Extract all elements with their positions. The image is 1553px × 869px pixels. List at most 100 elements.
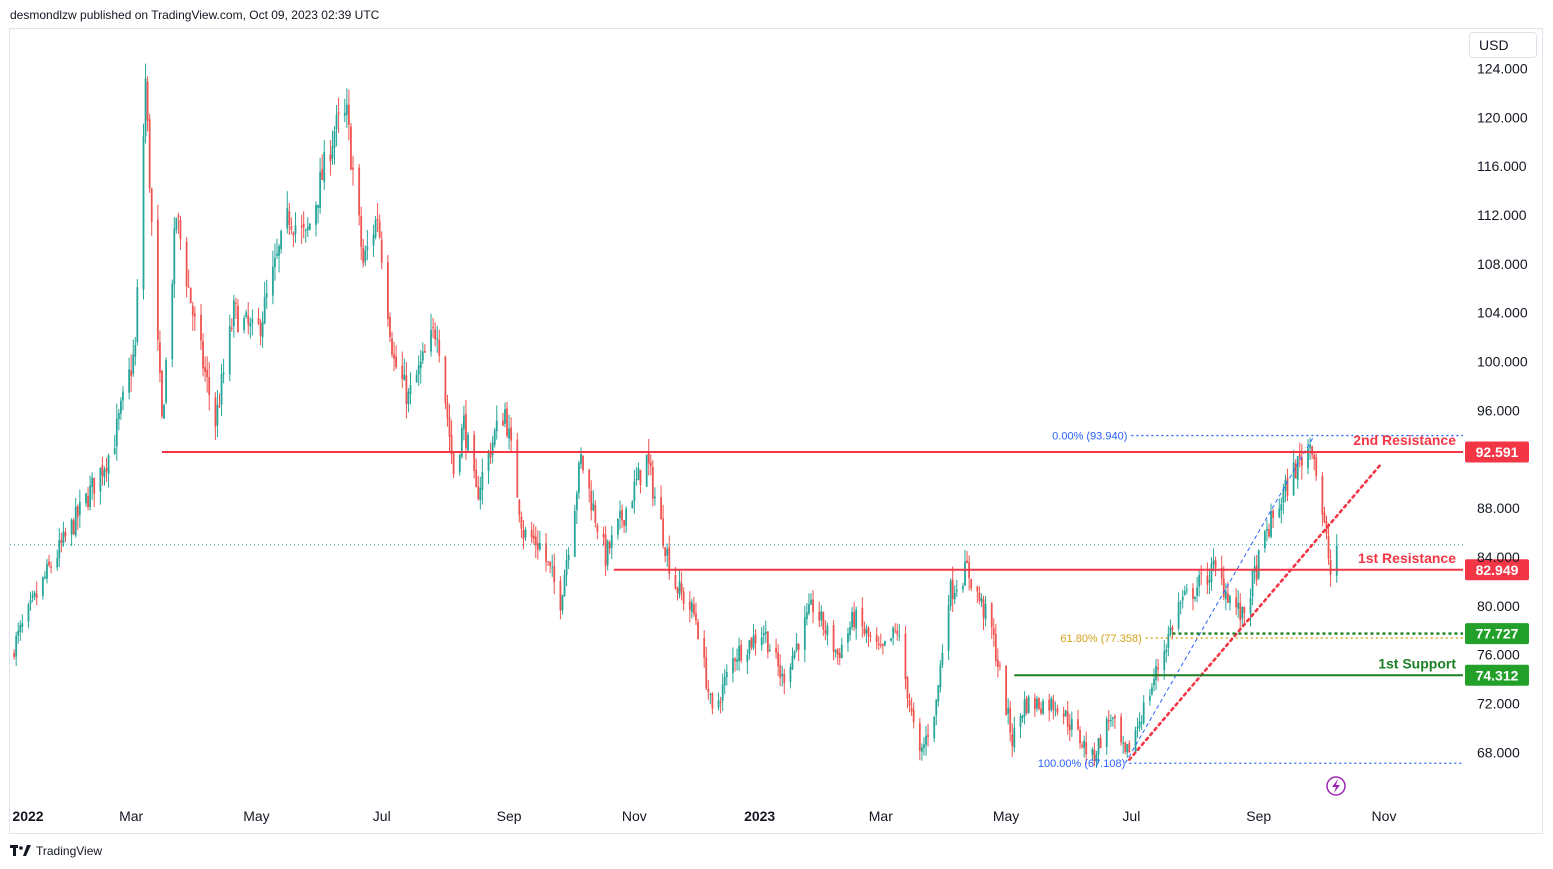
candle [487,449,490,485]
candle-body [35,593,38,598]
candle-body [653,496,656,499]
candle-body [894,630,897,632]
candle [1298,442,1301,468]
lightning-icon[interactable] [1326,776,1346,796]
candle [130,354,133,392]
candle-body [171,283,174,360]
candle-body [937,685,940,702]
candle [329,139,332,176]
candle-body [912,710,915,722]
candle-body [247,315,250,325]
price-badge-value: 74.312 [1476,667,1519,683]
candle-body [703,638,706,658]
candle [750,636,753,651]
candle [695,602,697,625]
candle [1033,693,1036,717]
candle-body [1214,560,1217,568]
candle-body [697,621,699,640]
candle-body [1249,598,1252,614]
candle-body [984,603,987,620]
candle-body [651,467,654,499]
candle [148,113,151,193]
candle-body [898,635,901,637]
candle [144,63,147,144]
candle-body [74,506,77,536]
candle-body [481,472,484,490]
candle-body [308,223,311,230]
candle-body [376,218,379,221]
candle-body [918,723,921,751]
candle [216,389,219,438]
candle-body [649,462,652,467]
candle-body [1027,696,1030,714]
candle-body [693,604,695,614]
candle-body [732,658,734,674]
candle-body [840,644,843,659]
candle-body [103,469,106,478]
candle-body [202,341,204,369]
candle-body [15,635,18,657]
candle-body [163,404,165,419]
x-tick-label: Mar [869,808,893,824]
candle [452,452,455,479]
candle [150,187,153,236]
candle-body [680,583,683,593]
candle-body [1109,720,1112,722]
candle [1284,474,1287,502]
price-badge-value: 82.949 [1476,562,1519,578]
candle [510,417,513,454]
candle [450,420,453,464]
candle [360,206,363,261]
candle-body [1177,602,1180,629]
candle [711,692,714,715]
y-tick-label: 72.000 [1477,696,1520,712]
candle-body [1282,490,1285,503]
candle [27,602,30,629]
candle-body [690,602,693,613]
candle [752,623,755,651]
candle-body [1266,528,1268,531]
candle-body [1048,699,1051,711]
candle [261,311,264,348]
brand-name: TradingView [36,844,103,858]
candle-body [493,430,496,445]
candle [202,333,204,377]
candle-body [335,114,338,130]
candle-body [553,565,556,583]
candle-body [280,230,283,250]
candle [122,386,124,411]
candle-body [1255,565,1258,580]
candle-body [317,204,319,209]
candle [1208,568,1211,595]
candle-body [419,361,422,368]
candle-body [249,322,252,327]
candle-body [532,535,535,539]
candle-body [1329,560,1332,575]
candle-body [1335,545,1338,576]
candle-body [631,501,634,509]
candle-body [150,188,153,223]
candle [1315,453,1318,481]
candle [1309,437,1311,460]
candle [76,504,79,530]
candle-body [549,561,552,566]
candle [764,620,767,644]
candle [159,330,161,383]
candle [1206,562,1209,595]
currency-selector[interactable]: USD [1469,32,1537,58]
candle [668,535,671,580]
candle-body [374,219,377,238]
candle [1136,717,1139,738]
candle [1268,523,1270,539]
candle [1107,710,1110,731]
candle-body [775,648,777,653]
candle [769,643,771,652]
tradingview-brand[interactable]: TradingView [10,844,102,858]
candle [352,155,354,186]
candle [1122,735,1125,754]
candle-body [271,266,274,296]
candle [292,231,295,247]
candle-body [530,529,533,538]
candle [1307,439,1309,475]
